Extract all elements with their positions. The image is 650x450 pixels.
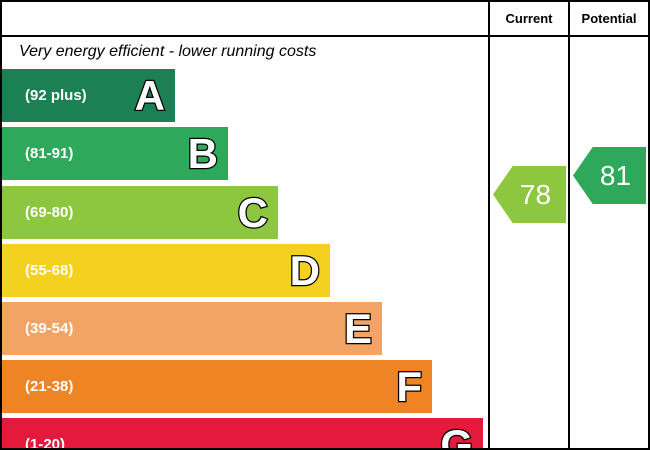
potential-rating-arrow: 81 [573, 147, 646, 204]
band-f: (21-38) F [2, 360, 432, 413]
band-g-letter: G [439, 420, 474, 450]
band-g: (1-20) G [2, 418, 483, 450]
header-potential: Potential [581, 11, 637, 26]
band-e: (39-54) E [2, 302, 382, 355]
band-c: (69-80) C [2, 186, 278, 239]
band-a-range: (92 plus) [25, 87, 87, 104]
band-f-range: (21-38) [25, 378, 74, 395]
band-b-letter: B [186, 129, 219, 177]
band-b-range: (81-91) [25, 145, 74, 162]
band-d-range: (55-68) [25, 262, 74, 279]
band-d-letter: D [288, 246, 321, 294]
current-rating-arrow: 78 [493, 166, 566, 223]
column-divider-current [488, 2, 490, 448]
band-a: (92 plus) A [2, 69, 175, 122]
band-d: (55-68) D [2, 244, 330, 297]
current-rating-value: 78 [519, 178, 552, 210]
efficiency-note: Very energy efficient - lower running co… [19, 43, 317, 60]
header-row: Current Potential [2, 2, 648, 37]
potential-rating-value: 81 [599, 159, 632, 191]
band-g-range: (1-20) [25, 436, 66, 450]
band-c-range: (69-80) [25, 204, 74, 221]
column-divider-potential [568, 2, 570, 448]
band-c-letter: C [236, 188, 269, 236]
band-e-letter: E [343, 304, 374, 352]
header-current: Current [505, 11, 553, 26]
band-f-letter: F [395, 362, 423, 410]
band-b: (81-91) B [2, 127, 228, 180]
band-a-letter: A [133, 71, 166, 119]
band-e-range: (39-54) [25, 320, 74, 337]
